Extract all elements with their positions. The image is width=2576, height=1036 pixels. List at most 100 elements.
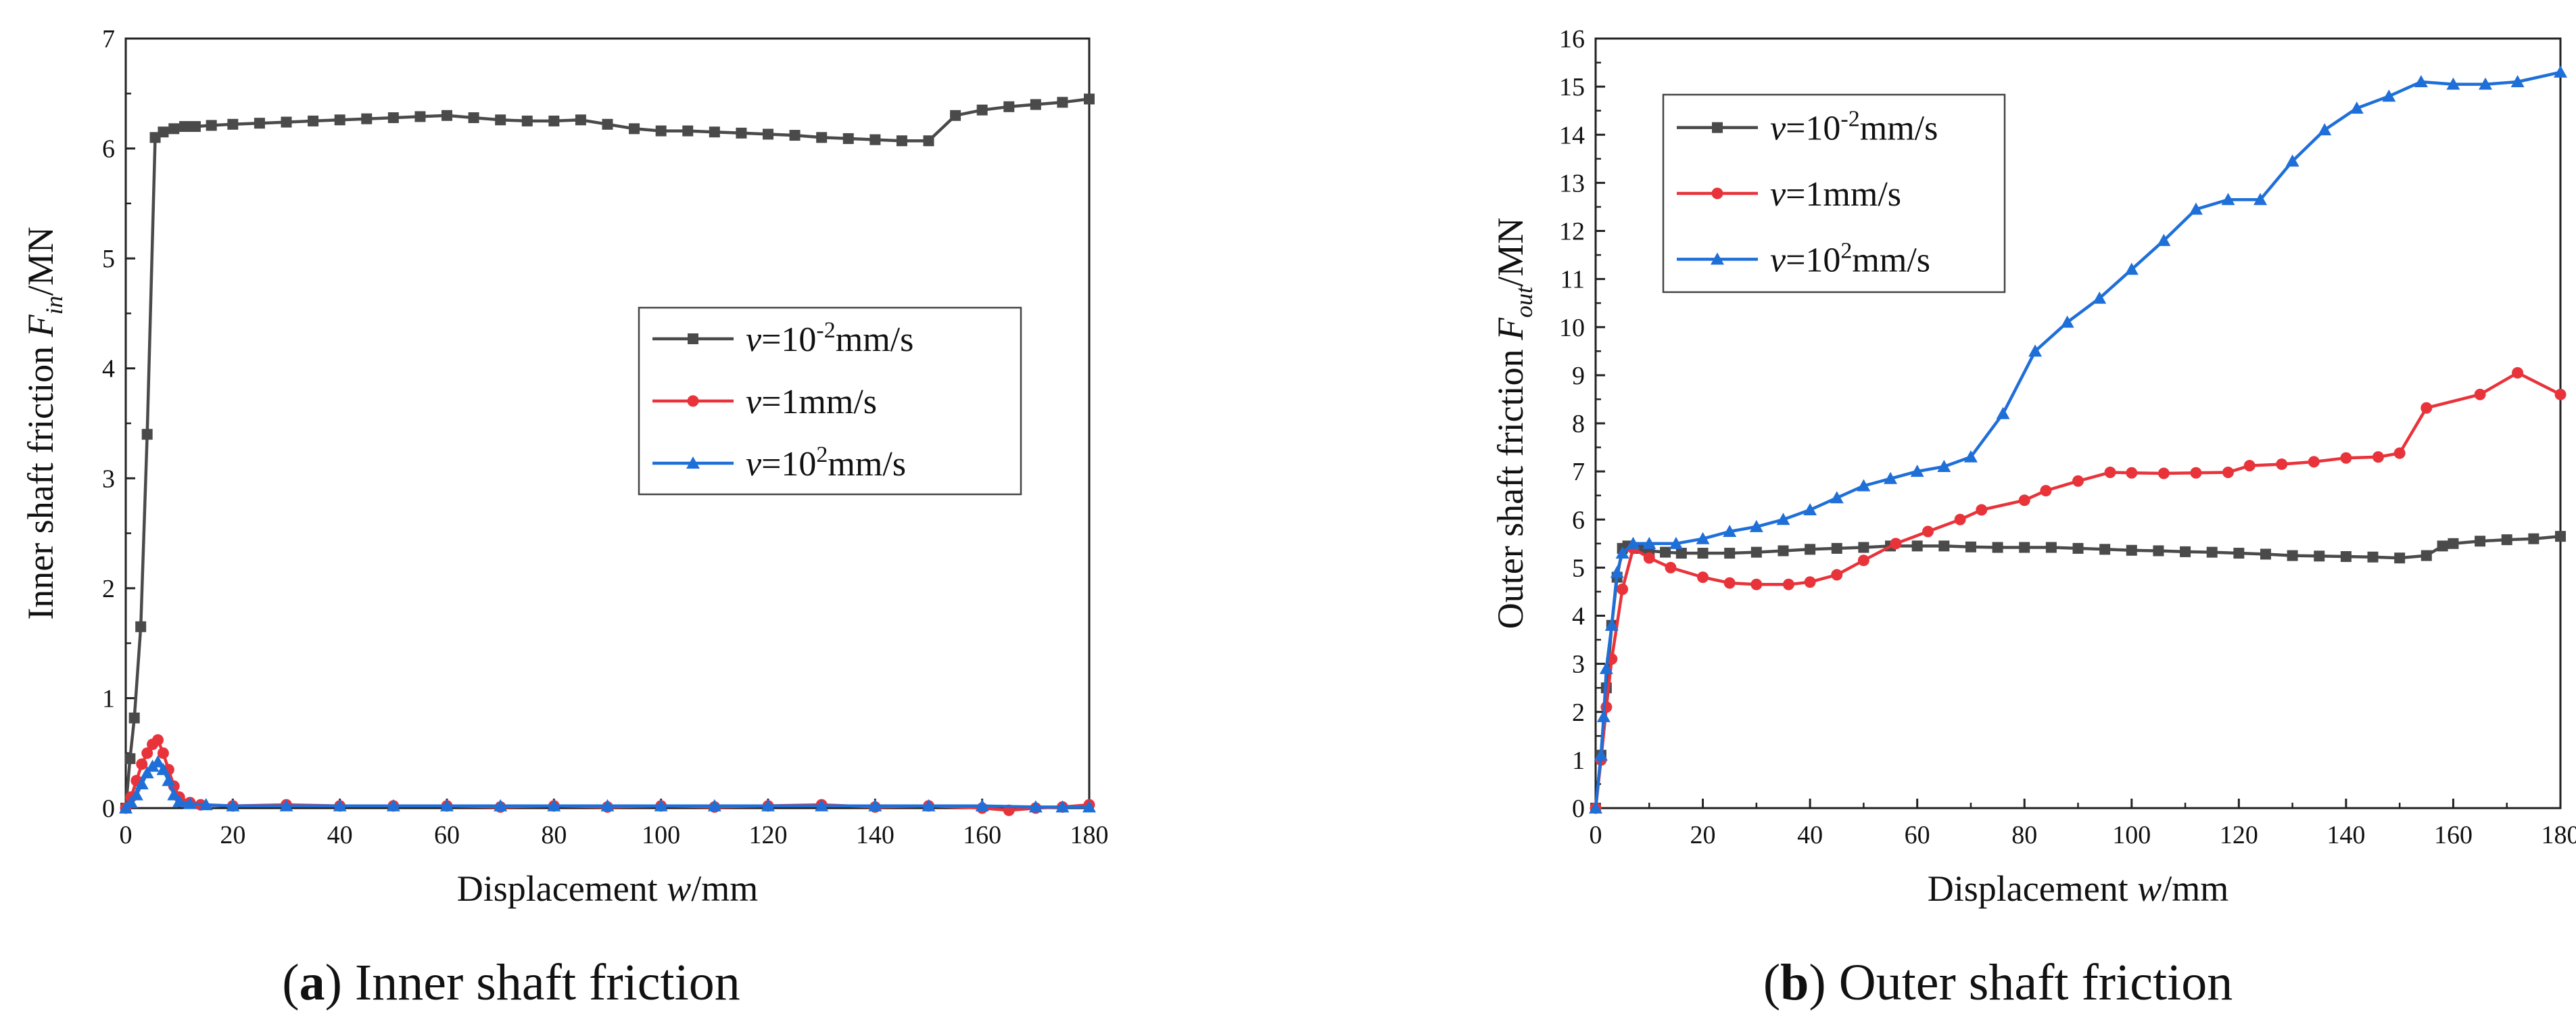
data-point [156, 763, 170, 776]
x-tick-label: 160 [963, 821, 1001, 849]
data-point [2018, 494, 2030, 507]
series-line [1594, 371, 2562, 809]
legend-label-unit: mm/s [836, 321, 914, 359]
data-point [2189, 202, 2203, 215]
data-point [2153, 545, 2164, 557]
data-point [1965, 541, 1976, 552]
data-point [1937, 460, 1951, 473]
x-tick-label: 40 [1797, 821, 1823, 849]
x-tick-label: 160 [2434, 821, 2473, 849]
data-point [707, 799, 721, 811]
data-point [2233, 548, 2245, 559]
y-axis-label-unit: /MN [1490, 218, 1531, 287]
data-point [2126, 544, 2137, 556]
data-point [1615, 546, 1629, 559]
data-point [168, 123, 180, 135]
y-tick-label: 0 [1572, 795, 1585, 823]
series-3 [119, 755, 1096, 814]
data-point [2019, 542, 2030, 553]
legend-label-var: v [1770, 110, 1786, 148]
data-point [923, 135, 934, 147]
data-point [869, 134, 881, 145]
y-axis-label: Inner shaft friction Fin/MN [20, 227, 68, 619]
data-point [136, 758, 148, 770]
data-point [575, 114, 586, 126]
data-point [709, 126, 720, 138]
data-point [1938, 540, 1950, 552]
data-point [1665, 561, 1677, 573]
data-point [135, 621, 147, 632]
data-point [761, 799, 775, 811]
x-tick-label: 120 [749, 821, 788, 849]
data-point [1642, 536, 1656, 549]
data-point [976, 104, 988, 116]
y-tick-label: 16 [1559, 25, 1585, 53]
data-point [2285, 154, 2299, 167]
y-tick-label: 9 [1572, 362, 1585, 390]
data-point [442, 110, 452, 121]
data-point [2028, 344, 2043, 357]
y-axis-label-var: F [1490, 317, 1531, 341]
data-point [124, 753, 136, 764]
caption-paren: ) [325, 954, 342, 1011]
data-point [600, 799, 615, 811]
data-point [308, 115, 319, 126]
data-point [1675, 548, 1687, 559]
x-tick-label: 140 [2327, 821, 2365, 849]
data-point [386, 799, 400, 811]
data-point [140, 766, 154, 778]
caption-paren: ( [1763, 954, 1780, 1011]
data-point [2437, 540, 2448, 552]
panel-a: 0 20 40 60 80 100 120 140 160 180 0 1 2 3 4 5 6 7 Displace… [20, 25, 1109, 1011]
legend: v=10-2mm/sv=1mm/sv=102mm/s [638, 306, 1022, 496]
data-point [629, 123, 640, 135]
y-tick-label: 2 [1572, 699, 1585, 727]
y-tick-label: 13 [1559, 169, 1585, 197]
y-axis: 0 1 2 3 4 5 6 7 [102, 25, 135, 823]
x-tick-label: 140 [856, 821, 895, 849]
y-tick-label: 3 [102, 465, 115, 493]
data-point [1858, 542, 1869, 553]
data-point [1805, 544, 1816, 555]
data-point [950, 110, 961, 121]
x-axis: 0 20 40 60 80 100 120 140 160 180 [1590, 799, 2576, 849]
legend-label: v=10-2mm/s [1770, 107, 1938, 148]
x-tick-label: 60 [434, 821, 460, 849]
data-point [1963, 450, 1978, 463]
legend-label-text: =10 [761, 445, 816, 484]
data-point [2287, 550, 2298, 561]
data-point [2510, 75, 2525, 88]
data-point [254, 118, 265, 129]
y-axis-label: Outer shaft friction Fout/MN [1490, 218, 1537, 629]
data-point [1992, 542, 2003, 553]
data-point [2528, 533, 2539, 544]
data-point [2060, 315, 2074, 328]
caption: (a) Inner shaft friction [282, 954, 740, 1011]
data-point [2446, 77, 2460, 90]
x-axis-label: Displacement w/mm [1928, 868, 2228, 909]
data-point [167, 788, 181, 801]
data-point [387, 112, 399, 124]
x-tick-label: 80 [541, 821, 567, 849]
data-point [1084, 93, 1095, 105]
data-point [2448, 538, 2459, 549]
data-point [2243, 460, 2256, 472]
data-point [842, 133, 854, 144]
data-point [2554, 388, 2567, 400]
x-tick-label: 20 [1690, 821, 1716, 849]
data-point [1594, 748, 1608, 761]
data-point [1830, 491, 1844, 504]
x-tick-label: 180 [1070, 821, 1109, 849]
data-point [414, 111, 426, 122]
data-point [2124, 262, 2139, 275]
legend-label: v=102mm/s [1770, 238, 1930, 279]
data-point [547, 799, 561, 811]
legend-label: v=1mm/s [1770, 175, 1901, 214]
y-tick-label: 0 [102, 795, 115, 823]
data-point [1626, 536, 1640, 549]
data-point [2555, 531, 2566, 542]
x-tick-label: 100 [642, 821, 680, 849]
data-point [521, 115, 533, 126]
data-point [2072, 475, 2084, 487]
data-point [1750, 578, 1763, 590]
